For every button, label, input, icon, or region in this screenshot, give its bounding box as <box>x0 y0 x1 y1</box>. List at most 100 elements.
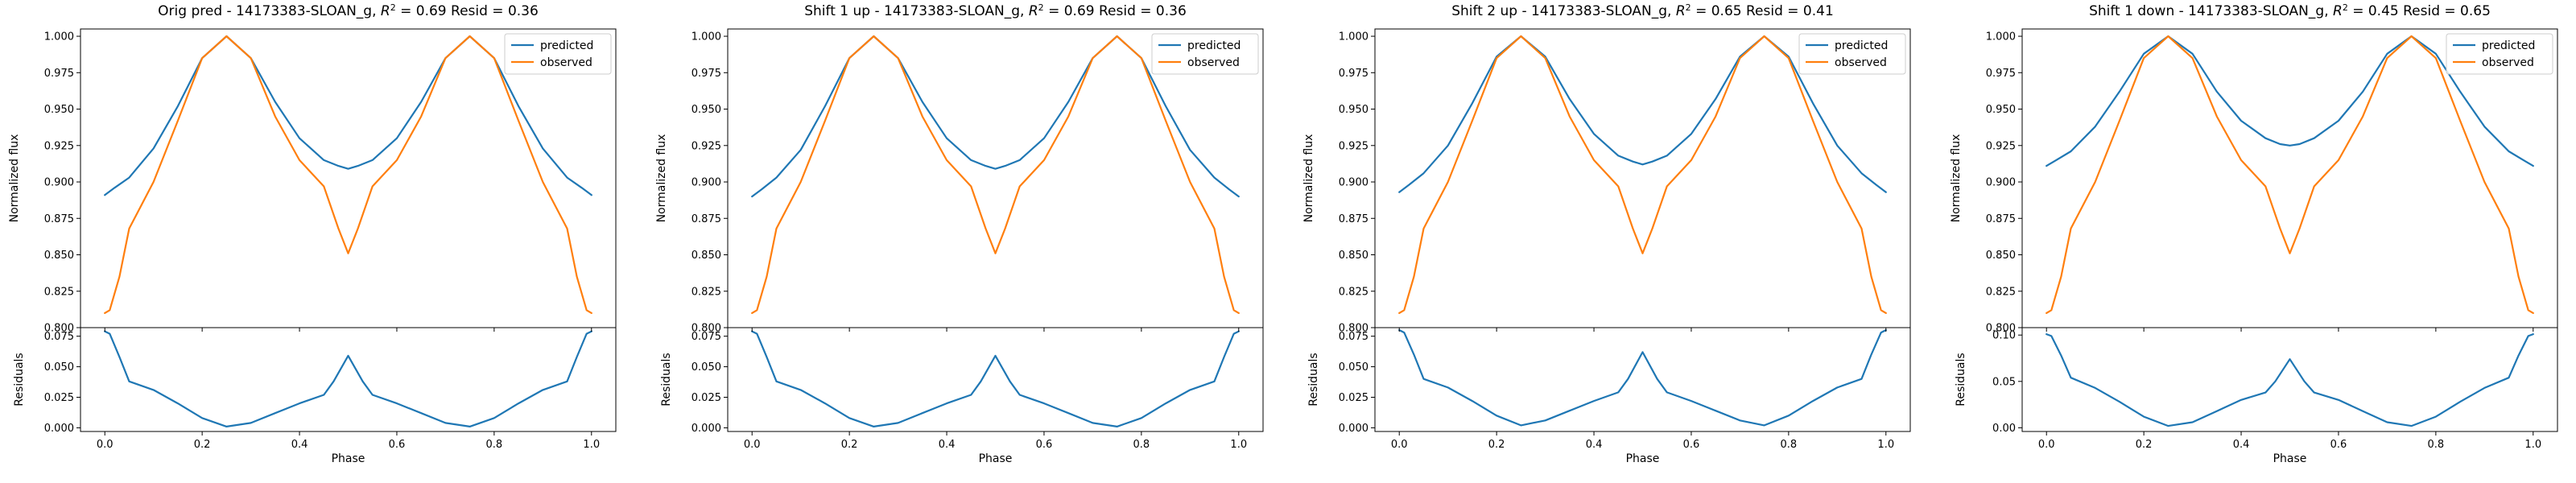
chart-title-part: Shift 1 up - 14173383-SLOAN_g, <box>804 3 1029 19</box>
top-y-axis-label: Normalized flux <box>8 134 21 223</box>
x-tick-label: 0.6 <box>389 439 406 451</box>
chart-title: Orig pred - 14173383-SLOAN_g, R2 = 0.69 … <box>158 2 539 20</box>
top-y-tick-label: 0.825 <box>691 286 721 298</box>
x-tick-label: 0.8 <box>1133 439 1150 451</box>
legend-label-predicted: predicted <box>1187 39 1241 52</box>
top-y-tick-label: 0.825 <box>1986 286 2016 298</box>
top-y-tick-label: 0.950 <box>1339 104 1368 116</box>
bottom-y-tick-label: 0.025 <box>44 392 74 404</box>
chart-title-part: Resid = 0.41 <box>1742 3 1834 19</box>
top-y-tick-label: 0.875 <box>44 213 74 225</box>
chart-title-part: = 0.65 <box>1691 3 1742 19</box>
bottom-y-tick-label: 0.10 <box>1992 330 2016 342</box>
series-line-residuals <box>751 330 1240 428</box>
chart-panel-2: Shift 2 up - 14173383-SLOAN_g, R2 = 0.65… <box>1302 2 1911 465</box>
x-tick-label: 0.2 <box>194 439 211 451</box>
chart-title-part: Shift 2 up - 14173383-SLOAN_g, <box>1451 3 1676 19</box>
chart-title-part: 2 <box>1686 2 1691 13</box>
chart-title-part: Resid = 0.36 <box>447 3 539 19</box>
bottom-y-tick-label: 0.050 <box>1339 361 1368 374</box>
top-y-tick-label: 0.825 <box>1339 286 1368 298</box>
series-line-predicted <box>104 35 592 196</box>
top-y-tick-label: 0.825 <box>44 286 74 298</box>
chart-title-part: 2 <box>1038 2 1044 13</box>
bottom-axes-frame <box>2021 327 2558 432</box>
series-line-predicted <box>1398 35 1887 193</box>
top-y-tick-label: 0.950 <box>691 104 721 116</box>
legend-label-observed: observed <box>2482 56 2534 69</box>
series-line-residuals <box>1398 328 1887 427</box>
top-y-tick-label: 0.925 <box>1339 140 1368 152</box>
x-tick-label: 0.4 <box>1586 439 1603 451</box>
bottom-y-tick-label: 0.075 <box>1339 331 1368 343</box>
x-tick-label: 0.4 <box>2233 439 2250 451</box>
top-y-tick-label: 0.850 <box>691 250 721 262</box>
legend: predicted observed <box>504 33 612 75</box>
bottom-y-tick-label: 0.000 <box>44 423 74 435</box>
bottom-y-tick-label: 0.00 <box>1992 423 2016 435</box>
top-y-tick-label: 0.900 <box>691 177 721 189</box>
x-tick-label: 0.4 <box>291 439 308 451</box>
bottom-y-tick-label: 0.075 <box>44 331 74 343</box>
top-y-tick-label: 0.925 <box>691 140 721 152</box>
x-axis-label: Phase <box>332 452 365 465</box>
bottom-axes-frame <box>727 327 1264 432</box>
top-y-tick-label: 0.800 <box>691 323 721 335</box>
top-y-tick-label: 0.800 <box>1339 323 1368 335</box>
chart-title-part: R <box>1676 3 1686 19</box>
top-y-tick-label: 0.875 <box>1339 213 1368 225</box>
legend: predicted observed <box>1798 33 1906 75</box>
top-y-tick-label: 0.975 <box>691 68 721 80</box>
x-tick-label: 0.6 <box>1683 439 1700 451</box>
chart-title-part: = 0.69 <box>396 3 447 19</box>
x-tick-label: 1.0 <box>1877 439 1894 451</box>
bottom-y-tick-label: 0.050 <box>691 361 721 374</box>
bottom-y-axis-label: Residuals <box>1955 353 1967 406</box>
legend-box <box>2446 33 2553 75</box>
top-y-tick-label: 1.000 <box>44 31 74 43</box>
top-y-tick-label: 1.000 <box>1339 31 1368 43</box>
bottom-y-tick-label: 0.075 <box>691 331 721 343</box>
x-axis-label: Phase <box>979 452 1013 465</box>
top-y-tick-label: 1.000 <box>691 31 721 43</box>
chart-title-part: R <box>1029 3 1038 19</box>
series-line-predicted <box>751 35 1240 198</box>
top-y-tick-label: 0.850 <box>1339 250 1368 262</box>
bottom-y-tick-label: 0.000 <box>1339 423 1368 435</box>
x-tick-label: 0.6 <box>2330 439 2347 451</box>
chart-title-part: = 0.69 <box>1044 3 1095 19</box>
chart-title-part: Orig pred - 14173383-SLOAN_g, <box>158 3 381 19</box>
x-tick-label: 0.2 <box>2136 439 2153 451</box>
legend-label-predicted: predicted <box>540 39 593 52</box>
top-y-tick-label: 0.800 <box>1986 323 2016 335</box>
top-y-tick-label: 0.925 <box>1986 140 2016 152</box>
chart-title-part: Resid = 0.36 <box>1095 3 1187 19</box>
top-y-axis-label: Normalized flux <box>1302 134 1315 223</box>
chart-panel-1: Shift 1 up - 14173383-SLOAN_g, R2 = 0.69… <box>655 2 1264 465</box>
legend-label-observed: observed <box>1187 56 1240 69</box>
top-y-tick-label: 0.900 <box>1339 177 1368 189</box>
bottom-y-tick-label: 0.025 <box>691 392 721 404</box>
top-y-axis-label: Normalized flux <box>655 134 668 223</box>
series-line-observed <box>104 35 592 314</box>
legend-label-predicted: predicted <box>1835 39 1888 52</box>
chart-title-part: = 0.45 <box>2348 3 2399 19</box>
top-y-tick-label: 0.850 <box>44 250 74 262</box>
x-tick-label: 0.2 <box>1488 439 1505 451</box>
legend-label-predicted: predicted <box>2482 39 2535 52</box>
top-y-tick-label: 0.950 <box>1986 104 2016 116</box>
x-tick-label: 0.8 <box>1781 439 1798 451</box>
legend-box <box>1798 33 1906 75</box>
top-y-tick-label: 0.975 <box>44 68 74 80</box>
series-line-observed <box>751 35 1240 314</box>
x-tick-label: 0.8 <box>486 439 503 451</box>
chart-title: Shift 1 up - 14173383-SLOAN_g, R2 = 0.69… <box>804 2 1187 20</box>
series-line-observed <box>2046 35 2534 314</box>
chart-panel-3: Shift 1 down - 14173383-SLOAN_g, R2 = 0.… <box>1950 2 2558 465</box>
x-tick-label: 0.0 <box>1391 439 1408 451</box>
top-y-tick-label: 0.950 <box>44 104 74 116</box>
chart-title-part: R <box>2333 3 2343 19</box>
x-axis-label: Phase <box>2273 452 2307 465</box>
legend-box <box>504 33 612 75</box>
